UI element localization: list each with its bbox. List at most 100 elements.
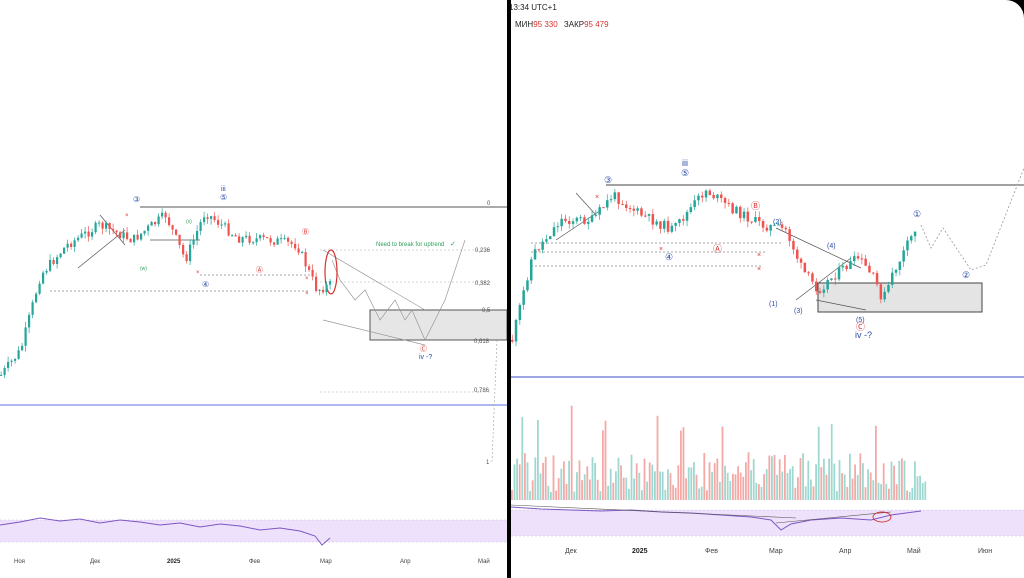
volume-bar bbox=[760, 486, 763, 500]
candle bbox=[136, 234, 139, 240]
candle bbox=[98, 222, 101, 224]
volume-bar bbox=[825, 474, 828, 500]
volume-bar bbox=[682, 427, 685, 500]
volume-bar bbox=[799, 457, 802, 500]
candle bbox=[693, 200, 696, 208]
candle bbox=[84, 231, 87, 234]
volume-bar bbox=[659, 471, 661, 500]
right-tick-may: Май bbox=[907, 547, 921, 555]
candle bbox=[780, 224, 784, 228]
volume-bar bbox=[602, 430, 604, 500]
candle bbox=[826, 279, 829, 290]
wave-label-c1: ① bbox=[913, 209, 921, 219]
x-marker: × bbox=[196, 270, 200, 276]
candle bbox=[590, 215, 594, 222]
candle bbox=[154, 222, 157, 225]
candle bbox=[902, 250, 905, 262]
candle bbox=[140, 233, 143, 240]
right-tick-apr: Апр bbox=[839, 548, 851, 555]
volume-bar bbox=[877, 482, 880, 500]
volume-bar bbox=[667, 469, 669, 500]
volume-bar bbox=[807, 460, 810, 500]
volume-bar bbox=[547, 485, 550, 500]
volume-bar bbox=[537, 419, 539, 500]
candle bbox=[133, 234, 136, 243]
candle bbox=[122, 232, 125, 239]
candle bbox=[891, 272, 894, 285]
candle bbox=[742, 211, 746, 219]
candle bbox=[304, 252, 307, 267]
candle bbox=[727, 202, 731, 204]
volume-bar bbox=[630, 454, 633, 500]
candle bbox=[70, 243, 73, 247]
candle bbox=[224, 223, 227, 225]
candle bbox=[0, 374, 3, 376]
volume-bar bbox=[573, 491, 576, 500]
candle bbox=[606, 200, 609, 208]
candle bbox=[739, 206, 742, 219]
candle bbox=[731, 203, 734, 214]
candle bbox=[259, 235, 262, 239]
candle bbox=[746, 211, 750, 222]
candle bbox=[45, 270, 48, 273]
wave-label-iii: iii bbox=[221, 186, 226, 193]
volume-bar bbox=[555, 490, 557, 500]
candle bbox=[231, 235, 234, 237]
volume-bar bbox=[719, 482, 721, 500]
volume-bar bbox=[755, 482, 758, 500]
volume-bar bbox=[594, 462, 596, 500]
candle bbox=[112, 228, 115, 231]
x-marker: × bbox=[757, 266, 761, 273]
candle bbox=[910, 236, 913, 241]
volume-bar bbox=[742, 476, 745, 500]
volume-bar bbox=[708, 462, 711, 500]
volume-bar bbox=[732, 473, 734, 500]
volume-bar bbox=[516, 458, 518, 500]
wave-label-p2: (2) bbox=[773, 219, 782, 226]
volume-bar bbox=[895, 484, 898, 500]
wave-label-iv: iv -? bbox=[419, 354, 432, 361]
volume-bar bbox=[628, 488, 630, 500]
volume-bar bbox=[703, 452, 706, 500]
candle bbox=[252, 242, 255, 244]
candle bbox=[799, 258, 803, 263]
volume-bar bbox=[765, 469, 768, 500]
candle bbox=[175, 229, 178, 235]
candle bbox=[666, 220, 670, 232]
candle bbox=[220, 224, 223, 226]
volume-bar bbox=[903, 460, 906, 500]
volume-bar bbox=[908, 491, 911, 500]
candle bbox=[765, 227, 769, 231]
candle bbox=[784, 227, 788, 230]
volume-bar bbox=[643, 458, 646, 500]
candle bbox=[659, 221, 662, 229]
candle bbox=[66, 243, 69, 248]
volume-bar bbox=[672, 484, 674, 500]
left-tick-may: Май bbox=[478, 558, 490, 565]
volume-bar bbox=[856, 475, 859, 500]
candle bbox=[712, 194, 715, 199]
volume-bar bbox=[524, 453, 526, 500]
candle bbox=[518, 304, 522, 321]
volume-bar bbox=[560, 468, 563, 500]
candle bbox=[150, 222, 153, 226]
candle bbox=[834, 278, 837, 280]
candle bbox=[21, 345, 24, 351]
candle bbox=[210, 216, 213, 219]
candle bbox=[105, 222, 108, 229]
candle bbox=[875, 273, 879, 285]
volume-bar bbox=[674, 487, 677, 500]
volume-bar bbox=[716, 458, 719, 500]
candle bbox=[234, 235, 237, 237]
volume-bar bbox=[511, 490, 513, 500]
candle bbox=[769, 224, 772, 231]
volume-bar bbox=[747, 452, 750, 500]
volume-bar bbox=[784, 455, 786, 500]
close-value: 95 479 bbox=[584, 20, 609, 29]
x-marker: × bbox=[757, 252, 761, 259]
left-tick-dec: Дек bbox=[90, 559, 100, 565]
candle bbox=[575, 217, 579, 222]
candle bbox=[792, 240, 795, 250]
candle bbox=[171, 225, 174, 230]
volume-bar bbox=[661, 471, 664, 500]
